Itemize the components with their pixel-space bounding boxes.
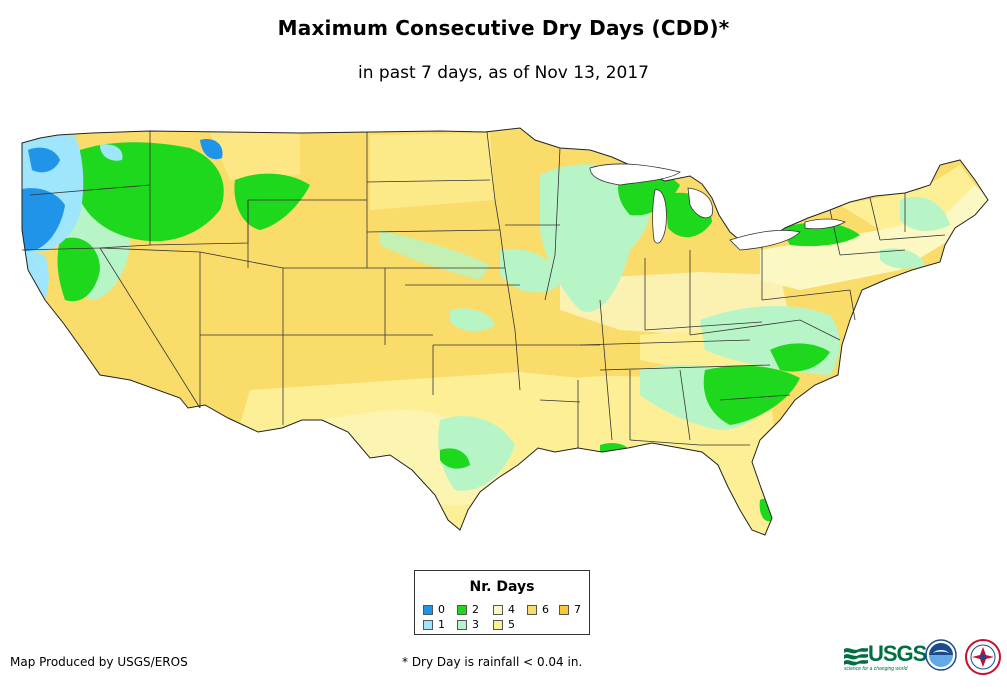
legend-item-4: 4 [493,604,515,616]
legend-item-3: 3 [457,619,479,631]
nws-logo-icon [965,639,1001,675]
legend-item-0: 0 [423,604,445,616]
usgs-wave-icon [844,648,868,666]
legend-item-7: 7 [559,604,581,616]
legend: Nr. Days 0 1 2 3 4 5 6 7 [414,570,590,635]
map-subtitle: in past 7 days, as of Nov 13, 2017 [358,63,649,83]
legend-item-1: 1 [423,619,445,631]
map-credit: Map Produced by USGS/EROS [10,655,188,669]
dry-day-footnote: * Dry Day is rainfall < 0.04 in. [402,655,583,669]
legend-item-6: 6 [527,604,549,616]
map-title: Maximum Consecutive Dry Days (CDD)* [277,16,730,40]
noaa-logo-icon [925,639,957,671]
legend-title: Nr. Days [469,579,535,595]
usgs-logo: USGS [868,641,927,666]
legend-item-5: 5 [493,619,515,631]
agency-logos: USGS science for a changing world [840,637,1005,677]
cdd-map [21,127,989,536]
legend-item-2: 2 [457,604,479,616]
usgs-tagline: science for a changing world [844,666,908,672]
